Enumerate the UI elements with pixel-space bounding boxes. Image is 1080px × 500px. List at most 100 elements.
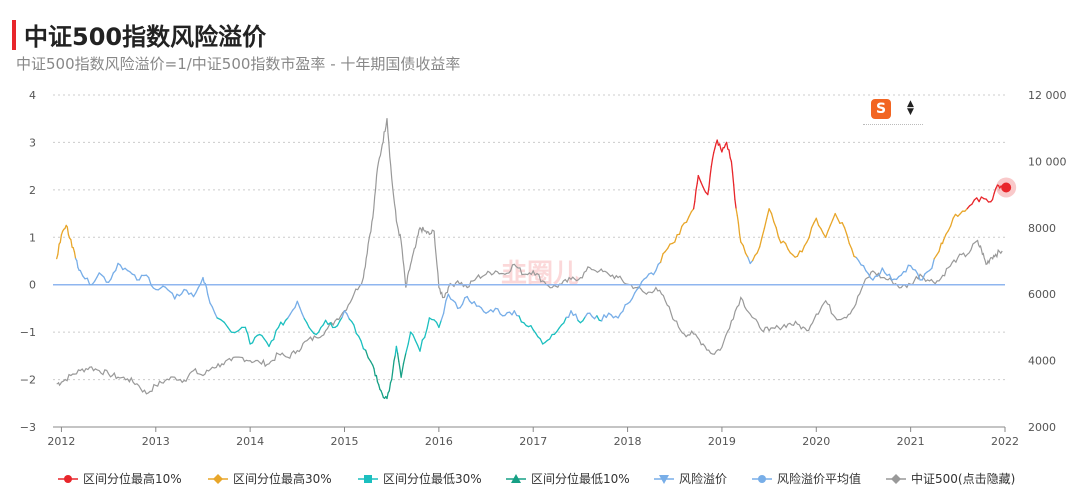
left-tick-label: −1 (20, 326, 36, 339)
risk-premium-segment (674, 234, 678, 243)
risk-premium-segment (950, 217, 954, 227)
right-tick-label: 12 000 (1028, 89, 1067, 102)
risk-premium-segment (204, 282, 208, 289)
risk-premium-segment (709, 166, 712, 177)
left-axis: 4 3 2 1 0 −1 −2 −3 (20, 89, 36, 434)
risk-premium-segment (287, 313, 291, 319)
risk-premium-segment (400, 362, 405, 378)
left-tick-label: 4 (29, 89, 36, 102)
risk-premium-segment (742, 244, 747, 254)
index-series[interactable] (56, 118, 1003, 395)
risk-premium-segment (733, 184, 736, 200)
legend-label[interactable]: 中证500(点击隐藏) (911, 471, 1015, 486)
risk-premium-segment (211, 306, 216, 314)
legend-label[interactable]: 区间分位最低30% (383, 471, 482, 486)
risk-premium-segment (952, 213, 957, 219)
risk-premium-segment (796, 250, 801, 257)
risk-premium-segment (96, 272, 100, 279)
x-tick-label: 2021 (897, 435, 925, 448)
legend-label[interactable]: 区间分位最低10% (531, 471, 630, 486)
risk-premium-segment (784, 242, 789, 250)
risk-premium-segment (829, 218, 834, 226)
tool-logo-icon[interactable]: S (871, 99, 891, 119)
risk-premium-segment (697, 174, 702, 183)
risk-premium-segment (848, 242, 853, 250)
risk-premium-segment (447, 293, 452, 300)
risk-premium-segment (373, 368, 376, 377)
risk-premium-segment (424, 327, 428, 338)
risk-premium-segment (119, 264, 124, 271)
risk-premium-segment (289, 309, 294, 315)
risk-premium-segment (322, 319, 327, 326)
risk-premium-segment (939, 242, 942, 248)
risk-premium-segment (395, 345, 399, 354)
risk-premium-segment (534, 332, 539, 338)
legend-label[interactable]: 风险溢价 (679, 471, 727, 486)
risk-premium-segment (836, 217, 841, 224)
risk-premium-segment (115, 262, 119, 272)
risk-premium-segment (855, 256, 860, 262)
risk-premium-segment (244, 326, 248, 332)
risk-premium-segment (205, 286, 209, 295)
risk-premium-segment (629, 297, 633, 303)
risk-premium-segment (841, 222, 846, 229)
risk-premium-segment (631, 292, 636, 300)
risk-premium-segment (858, 260, 862, 266)
risk-premium-segment (815, 217, 820, 227)
risk-premium-segment (202, 276, 205, 284)
risk-premium-segment (584, 312, 589, 318)
risk-premium-segment (589, 312, 593, 318)
risk-premium-segment (192, 292, 197, 298)
risk-premium-segment (79, 269, 84, 277)
risk-premium-segment (440, 312, 445, 322)
risk-premium-segment (941, 239, 945, 245)
legend-label[interactable]: 区间分位最高30% (233, 471, 332, 486)
risk-premium-segment (405, 343, 409, 355)
risk-premium-segment (909, 265, 914, 271)
risk-premium-segment (57, 243, 60, 255)
risk-premium-segment (473, 301, 478, 307)
risk-premium-segment (655, 263, 659, 272)
x-tick-label: 2017 (519, 435, 547, 448)
risk-premium-segment (694, 189, 697, 203)
risk-premium-segment (993, 187, 997, 195)
risk-premium-segment (375, 374, 379, 383)
risk-premium-segment (181, 288, 185, 295)
risk-premium-segment (914, 269, 919, 275)
risk-premium-segment (702, 186, 707, 193)
x-tick-label: 2020 (802, 435, 830, 448)
risk-premium-segment (744, 252, 749, 258)
legend-label[interactable]: 风险溢价平均值 (777, 471, 861, 486)
sort-arrows-icon[interactable]: ▲ ▼ (907, 99, 914, 117)
x-tick-label: 2019 (708, 435, 736, 448)
x-tick-label: 2013 (142, 435, 170, 448)
risk-premium-segment (931, 258, 935, 269)
risk-premium-segment (539, 338, 544, 345)
chart-toolbar[interactable]: S ▲ ▼ (863, 96, 923, 125)
left-tick-label: 1 (29, 231, 36, 244)
risk-premium-segment (185, 289, 190, 295)
risk-premium-segment (991, 192, 995, 201)
risk-premium-segment (667, 243, 671, 250)
latest-point-marker[interactable] (1001, 182, 1012, 193)
right-axis: 12 000 10 000 8000 6000 4000 2000 (1028, 89, 1067, 434)
risk-premium-segment (197, 283, 202, 289)
risk-premium-series[interactable] (56, 139, 1003, 400)
risk-premium-segment (695, 182, 698, 191)
risk-premium-segment (718, 143, 722, 150)
risk-premium-segment (317, 326, 322, 333)
risk-premium-segment (248, 338, 251, 345)
legend-label[interactable]: 区间分位最高10% (83, 471, 182, 486)
risk-premium-segment (945, 229, 950, 235)
risk-premium-segment (734, 198, 737, 210)
risk-premium-segment (708, 175, 711, 188)
risk-premium-segment (761, 227, 766, 238)
risk-premium-segment (518, 315, 523, 323)
risk-premium-segment (971, 199, 975, 205)
risk-premium-segment (299, 306, 303, 315)
risk-premium-segment (138, 274, 143, 281)
risk-premium-segment (681, 222, 685, 228)
risk-premium-segment (263, 338, 268, 343)
risk-premium-segment (442, 300, 447, 314)
risk-premium-segment (461, 297, 466, 305)
